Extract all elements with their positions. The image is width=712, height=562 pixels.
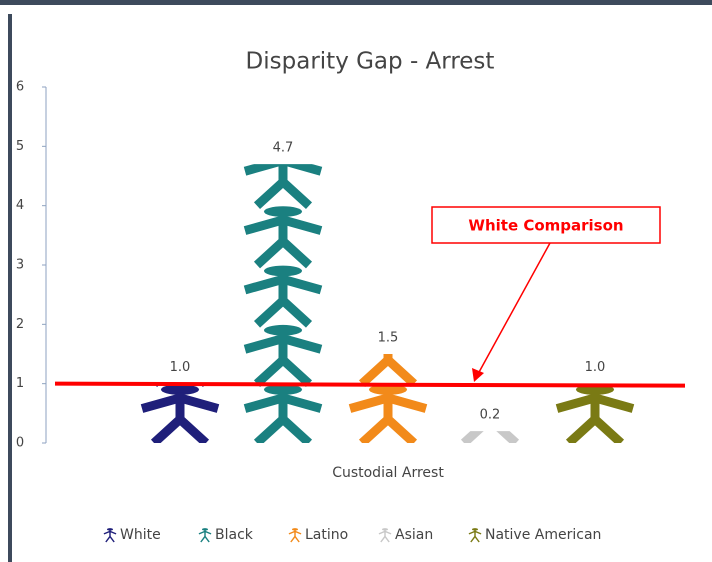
legend-label: Latino	[305, 527, 348, 543]
chart: Disparity Gap - Arrest Custodial Arrest …	[0, 0, 712, 562]
value-label: 1.5	[378, 331, 399, 346]
y-tick-label: 6	[16, 80, 24, 95]
value-label: 4.7	[273, 141, 294, 156]
legend-label: Native American	[485, 527, 601, 543]
y-tick-label: 1	[16, 376, 24, 391]
frame-left	[8, 14, 12, 562]
frame-top	[0, 0, 712, 5]
y-tick-label: 3	[16, 258, 24, 273]
y-tick-label: 4	[16, 198, 24, 213]
annotation-text: White Comparison	[468, 217, 623, 235]
frame-gap	[0, 5, 712, 19]
legend-label: White	[120, 527, 161, 543]
x-category-label: Custodial Arrest	[332, 465, 444, 481]
reference-line	[55, 384, 685, 386]
y-tick-label: 5	[16, 139, 24, 154]
value-label: 1.0	[170, 360, 191, 375]
value-label: 1.0	[585, 360, 606, 375]
legend-label: Black	[215, 527, 254, 543]
legend-label: Asian	[395, 527, 433, 543]
value-label: 0.2	[480, 408, 501, 423]
chart-title: Disparity Gap - Arrest	[246, 49, 495, 75]
y-tick-label: 0	[16, 436, 24, 451]
y-tick-label: 2	[16, 317, 24, 332]
